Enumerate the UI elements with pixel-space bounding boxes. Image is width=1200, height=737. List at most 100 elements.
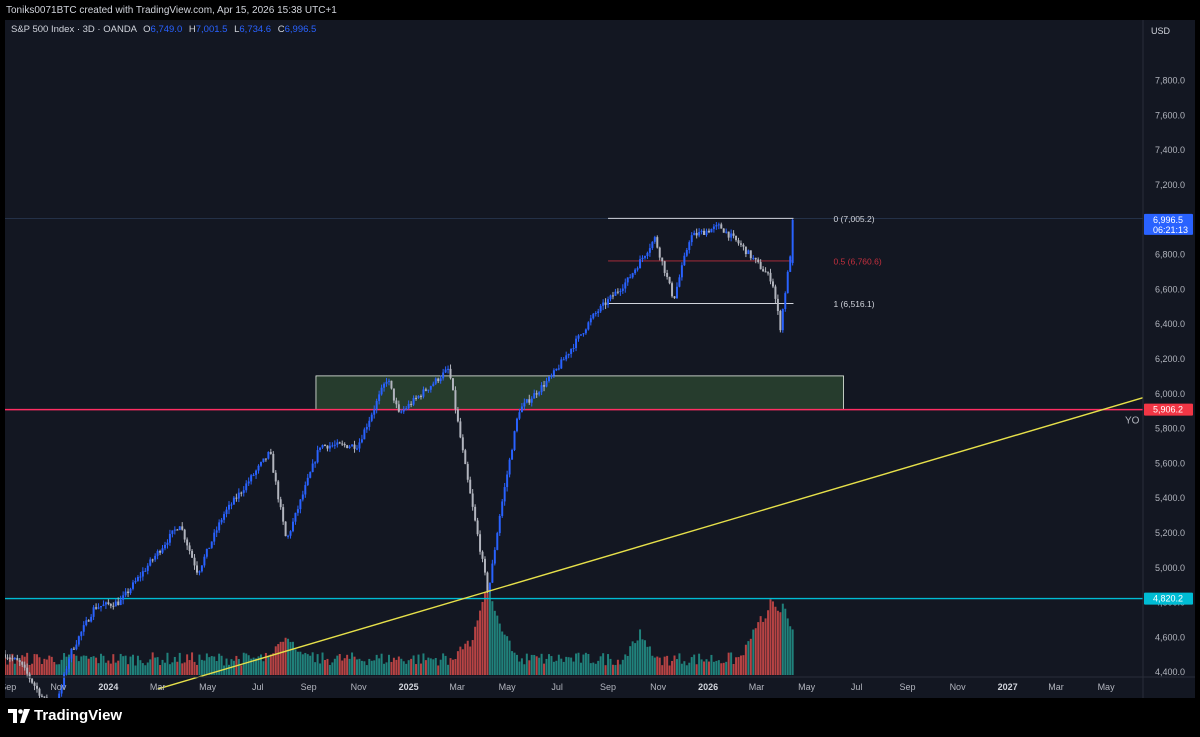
brand[interactable]: TradingView xyxy=(8,707,122,724)
volume-bar xyxy=(348,658,351,675)
volume-bar xyxy=(210,656,213,675)
volume-bar xyxy=(368,658,371,675)
volume-bar xyxy=(432,659,435,675)
candle-body xyxy=(619,290,622,292)
volume-bar xyxy=(85,655,88,675)
candle-body xyxy=(538,392,541,395)
candle-body xyxy=(407,403,410,409)
candle-body xyxy=(454,390,457,410)
candle xyxy=(124,588,127,598)
candle-body xyxy=(33,682,36,686)
candle-body xyxy=(668,276,671,284)
candle xyxy=(683,252,686,266)
volume-bar xyxy=(60,659,63,675)
candle-body xyxy=(95,607,98,609)
candle xyxy=(582,332,585,337)
volume-bar xyxy=(469,646,472,675)
price-chart[interactable]: YO 0 (7,005.2) 0.5 (6,760.6) 1 (6,516.1) U… xyxy=(5,20,1195,698)
candle xyxy=(40,693,43,698)
volume-bar xyxy=(252,657,255,675)
candle xyxy=(240,491,243,497)
candle xyxy=(225,506,228,518)
price-tick-label: 7,600.0 xyxy=(1155,110,1185,120)
volume-bar xyxy=(754,628,757,675)
candle xyxy=(609,294,612,302)
candle xyxy=(203,554,206,568)
candle-body xyxy=(6,657,9,659)
candle-body xyxy=(767,272,770,274)
candle-body xyxy=(663,261,666,273)
candle-body xyxy=(597,311,600,313)
volume-bar xyxy=(363,661,366,675)
volume-bar xyxy=(218,653,221,675)
candle-body xyxy=(565,355,568,360)
candle xyxy=(597,308,600,317)
symbol-title[interactable]: S&P 500 Index · 3D · OANDA xyxy=(11,24,137,35)
horizontal-levels: YO xyxy=(5,217,1143,600)
candle xyxy=(417,395,420,399)
price-axis-bg xyxy=(1143,20,1195,698)
volume-bar xyxy=(291,641,294,675)
volume-bar xyxy=(193,661,196,675)
candle-body xyxy=(220,519,223,523)
candle xyxy=(700,229,703,235)
volume-bar xyxy=(65,656,68,675)
volume-bar xyxy=(643,640,646,675)
candle xyxy=(570,348,573,358)
candle-body xyxy=(161,548,164,553)
candle xyxy=(26,663,29,678)
time-tick-label: May xyxy=(1098,682,1116,692)
price-tick-label: 6,000.0 xyxy=(1155,389,1185,399)
candle xyxy=(11,655,14,662)
chart-plot-area[interactable]: YO 0 (7,005.2) 0.5 (6,760.6) 1 (6,516.1) U… xyxy=(5,20,1195,698)
volume-bar xyxy=(629,646,632,675)
candle xyxy=(555,368,558,372)
candle xyxy=(387,378,390,386)
volume-bar xyxy=(171,662,174,675)
candle-body xyxy=(530,398,533,403)
candle xyxy=(552,368,555,378)
candle xyxy=(257,464,260,474)
candle xyxy=(220,517,223,525)
volume-bar xyxy=(319,663,322,675)
candle xyxy=(658,246,661,261)
time-tick-label: Nov xyxy=(950,682,967,692)
candle xyxy=(592,312,595,320)
candle-body xyxy=(469,479,472,494)
volume-bar xyxy=(205,653,208,675)
candle xyxy=(363,427,366,440)
volume-bar xyxy=(188,660,191,675)
volume-bar xyxy=(774,606,777,675)
candle-body xyxy=(279,499,282,508)
volume-bar xyxy=(255,658,258,675)
candle-body xyxy=(602,302,605,306)
symbol-legend[interactable]: S&P 500 Index · 3D · OANDA O6,749.0 H7,0… xyxy=(11,24,316,35)
volume-bar xyxy=(395,659,398,675)
volume-bar xyxy=(232,660,235,675)
candle-body xyxy=(400,411,403,413)
volume-bar xyxy=(658,657,661,675)
candle xyxy=(385,377,388,387)
candle xyxy=(311,459,314,473)
volume-bar xyxy=(208,657,211,675)
volume-bar xyxy=(80,656,83,675)
candle-body xyxy=(683,255,686,266)
volume-bar xyxy=(87,658,90,675)
candle-body xyxy=(410,403,413,405)
candle xyxy=(102,600,105,607)
candle-body xyxy=(210,541,213,548)
candle xyxy=(523,398,526,410)
volume-bar xyxy=(449,658,452,675)
candle-body xyxy=(688,242,691,250)
volume-bar xyxy=(161,659,164,675)
volume-bar xyxy=(552,661,555,675)
candle xyxy=(422,386,425,399)
volume-bar xyxy=(700,659,703,675)
volume-bar xyxy=(400,658,403,675)
candle-body xyxy=(205,548,208,557)
candle xyxy=(279,496,282,510)
candle-body xyxy=(58,693,61,698)
candle xyxy=(715,222,718,230)
candle-body xyxy=(311,463,314,473)
candle-body xyxy=(717,224,720,226)
